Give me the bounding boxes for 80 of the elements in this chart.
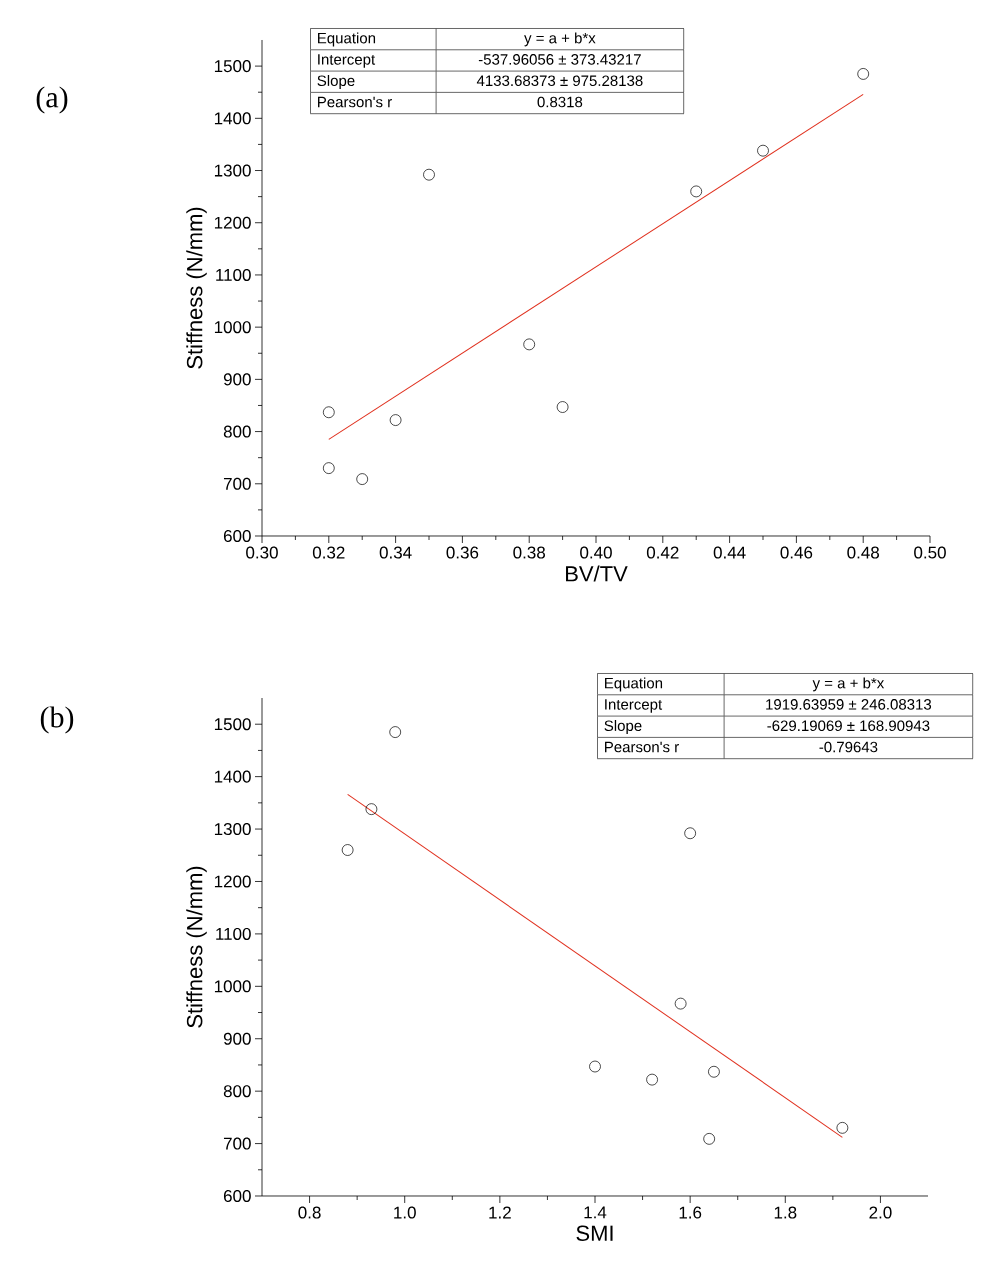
annotation: 0.8318: [537, 96, 583, 108]
y-tick-label: 1100: [216, 927, 251, 940]
y-tick-label: 1500: [214, 718, 251, 731]
annotation: -0.79643: [819, 741, 878, 753]
x-tick-label: 0.38: [513, 546, 546, 559]
y-tick-label: 1300: [214, 823, 251, 836]
y-tick-label: 900: [223, 1032, 251, 1045]
y-tick-label: 1400: [214, 770, 251, 783]
point: [857, 68, 870, 80]
y-tick-label: 900: [223, 373, 251, 386]
point: [523, 338, 536, 351]
point: [757, 144, 769, 157]
text: (b): [40, 706, 74, 734]
y-tick-label: 700: [223, 1137, 251, 1150]
x-tick-label: 0.42: [646, 546, 679, 559]
x-tick-label: 0.36: [446, 546, 479, 559]
text: Equation: [605, 677, 663, 692]
x-axis-title: BV/TV: [566, 565, 628, 582]
text: (a): [36, 86, 68, 114]
y-tick-label: 800: [223, 425, 251, 438]
x-tick-label: 0.30: [246, 546, 278, 559]
y-tick-label: 700: [223, 477, 251, 490]
point: [646, 1073, 658, 1086]
point: [589, 1060, 601, 1073]
x-tick-label: 0.44: [713, 546, 746, 559]
y-tick-label: 1300: [214, 164, 251, 177]
x-tick-label: 2.0: [869, 1206, 892, 1219]
y-tick-label: 1000: [214, 321, 251, 334]
annotation: 1919.63959 ± 246.08313: [766, 699, 932, 710]
y-tick-label: 1200: [214, 875, 251, 888]
point: [708, 1065, 720, 1078]
annotation: -537.96056 ± 373.43217: [478, 54, 641, 65]
annotation: Pearson's r: [318, 96, 392, 108]
x-tick-label: 0.50: [914, 546, 946, 559]
y-axis-title: Stiffness (N/mm): [186, 207, 207, 369]
x-tick-label: 1.2: [489, 1206, 511, 1219]
x-tick-label: 1.0: [394, 1206, 416, 1219]
point: [836, 1122, 849, 1134]
x-tick-label: 0.48: [847, 546, 880, 559]
x-tick-label: 0.46: [780, 546, 813, 559]
point: [556, 401, 569, 413]
annotation: y = a + b*x: [524, 32, 596, 47]
y-tick-label: 800: [223, 1085, 251, 1098]
annotation: Intercept: [318, 54, 376, 68]
y-tick-label: 1200: [214, 216, 251, 229]
y-tick-label: 600: [223, 529, 251, 543]
x-tick-label: 1.6: [679, 1206, 702, 1219]
x-tick-label: 0.8: [298, 1206, 321, 1219]
point: [703, 1133, 716, 1145]
point: [356, 473, 369, 485]
annotation: Pearson's r: [605, 741, 679, 753]
annotation: Intercept: [605, 699, 663, 713]
annotation: -629.19069 ± 168.90943: [767, 720, 930, 732]
annotation: Equation: [318, 32, 376, 47]
point: [389, 414, 402, 426]
point: [322, 406, 335, 419]
y-tick-label: 1500: [214, 60, 251, 73]
point: [684, 827, 696, 840]
point: [341, 844, 354, 856]
point: [322, 462, 335, 474]
annotation: Slope: [317, 75, 355, 89]
x-axis-title: SMI: [576, 1225, 613, 1242]
x-tick-label: 1.8: [774, 1206, 797, 1219]
point: [423, 168, 435, 181]
point: [690, 185, 703, 198]
y-tick-label: 1000: [214, 980, 251, 993]
text: y = a + b*x: [812, 677, 885, 692]
y-axis-title: Stiffness (N/mm): [186, 866, 207, 1028]
y-tick-label: 600: [223, 1189, 251, 1203]
x-tick-label: 0.32: [312, 546, 345, 559]
annotation: Slope: [604, 720, 642, 734]
x-tick-label: 1.4: [584, 1206, 607, 1219]
point: [674, 997, 687, 1010]
x-tick-label: 0.40: [580, 546, 612, 559]
annotation: 4133.68373 ± 975.28138: [476, 75, 643, 87]
point: [365, 803, 378, 815]
y-tick-label: 1400: [214, 112, 251, 125]
y-tick-label: 1100: [216, 268, 251, 281]
x-tick-label: 0.34: [379, 546, 412, 559]
point: [389, 726, 402, 738]
